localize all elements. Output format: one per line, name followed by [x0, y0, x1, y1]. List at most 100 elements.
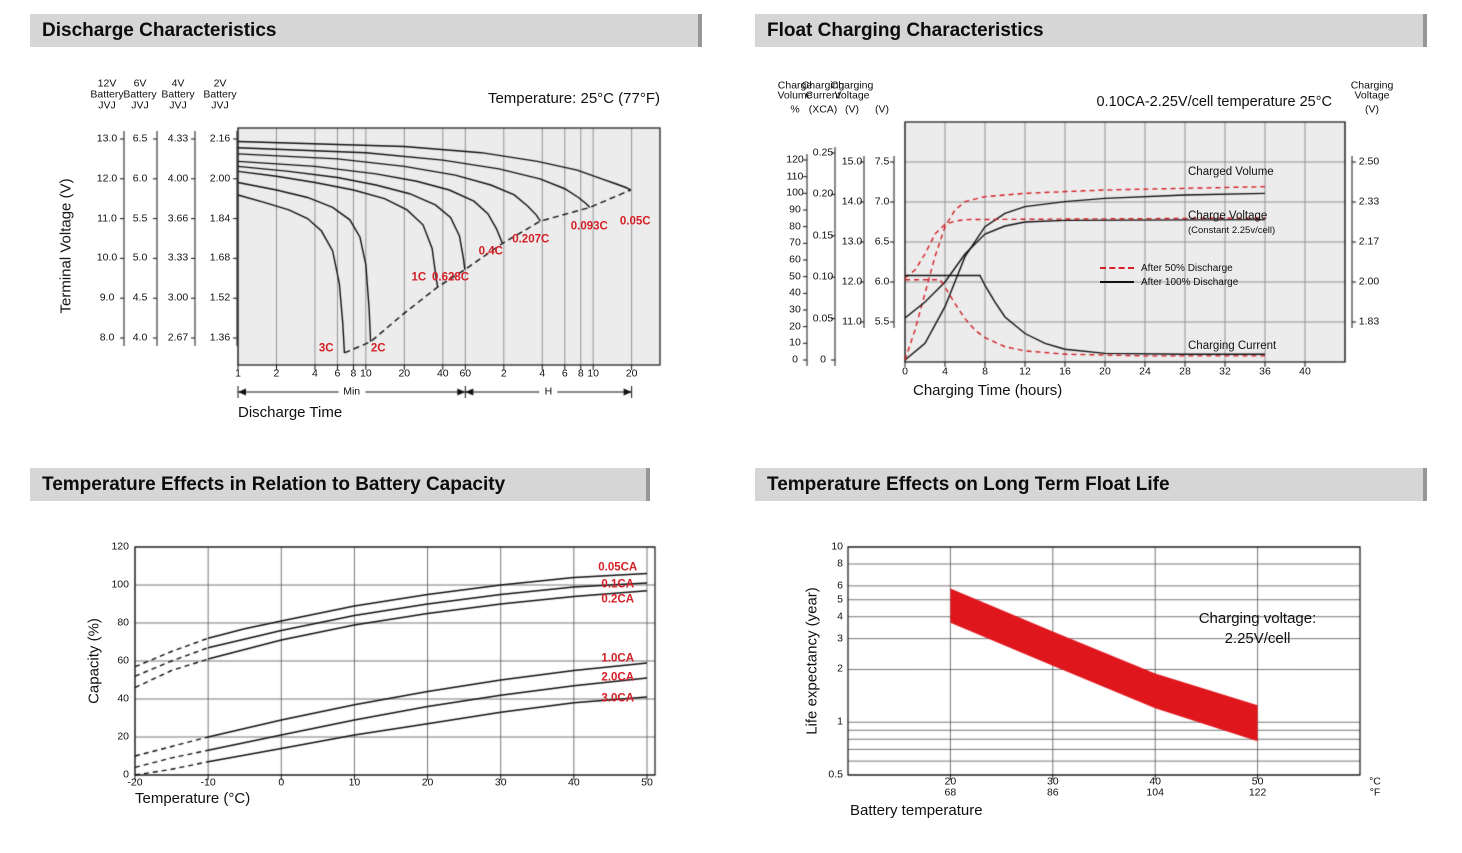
time-unit-label: H — [539, 386, 558, 398]
scale-tick-value: 11.0 — [97, 212, 117, 225]
scale-tick-value: 100 — [786, 186, 804, 199]
scale-unit-label: (V) — [875, 103, 889, 116]
y-tick-label: 60 — [117, 654, 129, 667]
scale-tick-value: 6.0 — [874, 275, 890, 288]
capacity-rate-label: 1.0CA — [601, 652, 635, 665]
scale-tick-value: 60 — [789, 253, 801, 266]
scale-tick-value: 10.0 — [96, 251, 118, 264]
scale-tick-value: 2.33 — [1358, 195, 1380, 208]
scale-unit-label: (V) — [1365, 103, 1379, 116]
x-tick-label: 28 — [1179, 365, 1191, 378]
section-title-discharge: Discharge Characteristics — [30, 14, 702, 47]
scale-column-header: 6V — [133, 77, 147, 90]
section-title-float-life: Temperature Effects on Long Term Float L… — [755, 468, 1427, 501]
discharge-labels-layer: 12V Battery JVJ 13.0 12.0 11.0 10.0 9.0 8.0 6V Bat… — [30, 14, 702, 462]
scale-tick-value: 50 — [789, 270, 801, 283]
discharge-rate-label: 0.628C — [432, 271, 470, 284]
scale-tick-value: 3.33 — [167, 251, 189, 264]
x-unit-celsius: °C — [1369, 775, 1381, 788]
temperature-capacity-panel: Temperature Effects in Relation to Batte… — [30, 468, 702, 848]
scale-tick-value: 0.15 — [812, 229, 834, 242]
scale-tick-value: 8.0 — [99, 331, 115, 344]
scale-tick-value: 4.00 — [167, 172, 189, 185]
charging-condition-note: 0.10CA-2.25V/cell temperature 25°C — [1096, 94, 1332, 110]
scale-tick-value: 80 — [789, 220, 801, 233]
scale-tick-value: 40 — [789, 286, 801, 299]
y-tick-label: 20 — [117, 730, 129, 743]
scale-tick-value: 110 — [786, 170, 804, 183]
scale-tick-value: 2.00 — [209, 172, 231, 185]
discharge-chart-canvas — [30, 14, 702, 462]
y-tick-label: 5 — [837, 593, 843, 606]
scale-column-header: 12V — [97, 77, 117, 90]
x-axis-title-discharge-time: Discharge Time — [238, 404, 343, 421]
scale-tick-value: 5.5 — [132, 212, 148, 225]
charging-voltage-annotation-line1: Charging voltage: — [1198, 610, 1317, 627]
x-tick-label-celsius: 50 — [1251, 775, 1264, 788]
x-tick-label-min: 20 — [398, 367, 411, 380]
temperature-note: Temperature: 25°C (77°F) — [487, 90, 660, 107]
annotation-charge-voltage: Charge Voltage — [1188, 210, 1268, 222]
annotation-charging-current: Charging Current — [1188, 340, 1277, 352]
x-tick-label-celsius: 30 — [1046, 775, 1059, 788]
scale-column-header: 2V — [213, 77, 227, 90]
scale-unit-label: (V) — [845, 103, 859, 116]
scale-column-header: Battery — [90, 88, 124, 101]
x-unit-fahrenheit: °F — [1369, 786, 1381, 799]
x-axis-title-temperature: Temperature (°C) — [135, 790, 251, 807]
scale-column-header: Charge — [777, 79, 813, 92]
x-tick-label-hour: 2 — [500, 367, 507, 380]
scale-tick-value: 0 — [820, 353, 826, 366]
x-tick-label: 40 — [1299, 365, 1311, 378]
scale-column-header: Charging — [830, 79, 874, 92]
x-tick-label: 24 — [1139, 365, 1151, 378]
capacity-rate-label: 2.0CA — [601, 671, 635, 684]
scale-column-header: Battery — [123, 88, 157, 101]
section-title-temperature-capacity: Temperature Effects in Relation to Batte… — [30, 468, 650, 501]
x-tick-label: 8 — [982, 365, 988, 378]
scale-tick-value: 14.0 — [841, 195, 863, 208]
x-tick-label: 30 — [494, 776, 507, 789]
x-tick-label: 32 — [1219, 365, 1231, 378]
y-tick-label: 2 — [837, 662, 843, 675]
scale-tick-value: 0 — [792, 353, 798, 366]
x-tick-label: 12 — [1019, 365, 1031, 378]
discharge-rate-label: 2C — [370, 342, 386, 355]
x-tick-label-fahrenheit: 104 — [1146, 786, 1164, 799]
x-tick-label-min: 4 — [312, 367, 318, 380]
scale-column-header: Charging — [1350, 79, 1394, 92]
scale-tick-value: 12.0 — [841, 275, 863, 288]
scale-column-header: JVJ — [211, 99, 229, 112]
y-tick-label: 4 — [837, 610, 843, 623]
discharge-characteristics-panel: Discharge Characteristics Temperature: 2… — [30, 14, 702, 462]
x-tick-label-min: 1 — [235, 367, 241, 380]
x-tick-label-min: 2 — [273, 367, 280, 380]
scale-tick-value: 1.36 — [209, 331, 231, 344]
y-tick-label: 40 — [117, 692, 129, 705]
x-tick-label-min: 10 — [359, 367, 372, 380]
scale-tick-value: 4.5 — [132, 291, 148, 304]
y-tick-label: 1 — [837, 715, 843, 728]
x-tick-label: 0 — [902, 365, 908, 378]
discharge-rate-label: 0.207C — [512, 233, 550, 246]
discharge-rate-label: 3C — [318, 342, 334, 355]
legend-dashed-line-icon — [1100, 267, 1134, 269]
temperature-capacity-chart-canvas — [30, 468, 702, 848]
section-title-float-charging: Float Charging Characteristics — [755, 14, 1427, 47]
scale-tick-value: 30 — [789, 303, 801, 316]
scale-column-header: Volume — [777, 89, 813, 102]
capacity-rate-label: 0.2CA — [601, 593, 635, 606]
scale-column-header: Current — [805, 89, 841, 102]
x-tick-label: 16 — [1059, 365, 1071, 378]
scale-tick-value: 1.52 — [209, 291, 231, 304]
life-labels-layer: 10 8 6 5 4 3 2 1 0.5 20 68 30 86 40 104 50 122 °C °F — [755, 468, 1462, 848]
scale-tick-value: 7.5 — [874, 155, 890, 168]
scale-tick-value: 6.5 — [132, 132, 148, 145]
scale-tick-value: 6.5 — [874, 235, 890, 248]
charging-voltage-annotation: Charging voltage: 2.25V/cell — [1165, 609, 1350, 649]
scale-column-header: Voltage — [1354, 89, 1390, 102]
legend-row-50-discharge: After 50% Discharge — [1100, 261, 1238, 275]
x-tick-label: 20 — [421, 776, 434, 789]
scale-tick-value: 1.84 — [209, 212, 231, 225]
